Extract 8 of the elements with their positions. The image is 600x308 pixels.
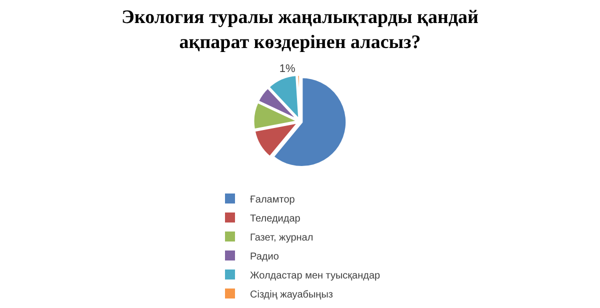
legend-label: Жолдастар мен туысқандар xyxy=(250,270,381,282)
legend-label: Сіздің жауабыңыз xyxy=(250,289,334,300)
data-label: 1% xyxy=(279,62,296,75)
legend-label: Ғаламтор xyxy=(250,194,296,206)
chart-title: Экология туралы жаңалықтарды қандай ақпарат көздерінен аласыз? xyxy=(121,7,479,53)
legend-label: Газет, журнал xyxy=(250,232,314,244)
legend-label: Теледидар xyxy=(250,213,301,224)
legend-label: Радио xyxy=(250,251,280,262)
